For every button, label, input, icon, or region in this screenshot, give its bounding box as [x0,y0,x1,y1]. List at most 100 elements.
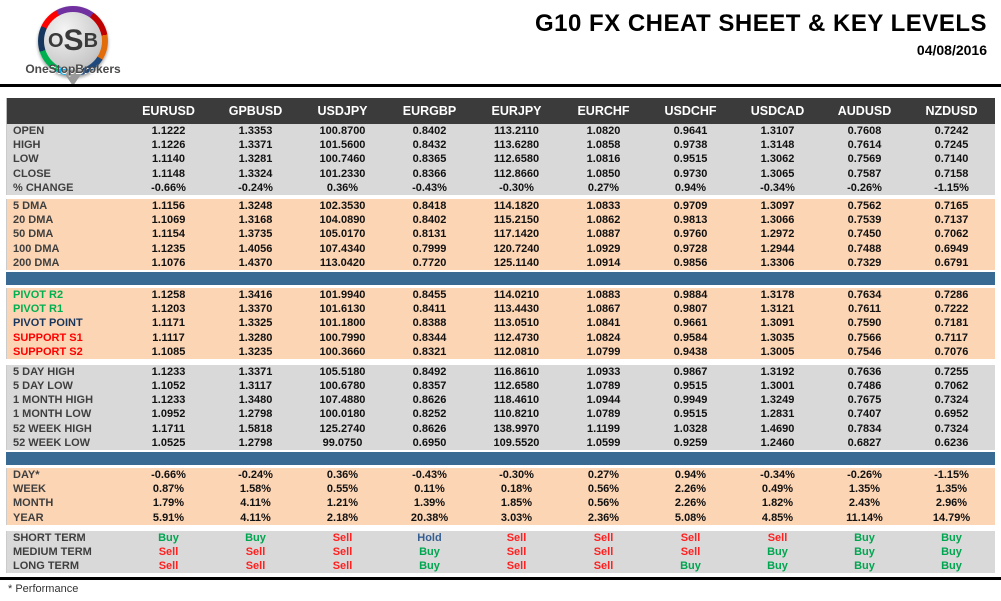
cell: 1.1233 [151,394,186,407]
cell: 1.0867 [586,303,621,316]
cell: 0.8357 [412,380,447,393]
row-label: 5 DAY LOW [13,380,73,393]
cell: 0.7165 [934,200,969,213]
cell: 125.1140 [493,256,540,269]
row-label: HIGH [13,139,41,152]
cell: Buy [854,531,875,544]
cell: Sell [506,531,527,544]
cell: 1.3192 [760,365,795,378]
table-row: WEEK 0.87% 1.58% 0.55% 0.11% 0.18% 0.56% 2.26% 0… [7,482,995,496]
cell: 0.7539 [847,214,882,227]
cell: 0.7324 [934,422,969,435]
cell: 0.56% [587,497,620,510]
row-label: 50 DMA [13,228,54,241]
cell: 0.6949 [934,242,969,255]
cell: 0.8365 [412,153,447,166]
cell: 0.6236 [934,436,969,449]
cell: 0.7140 [934,153,969,166]
cell: 1.0599 [586,436,621,449]
cell: 1.2944 [760,242,795,255]
column-header-eurjpy: EURJPY [491,104,542,118]
table-row: SUPPORT S1 1.1117 1.3280 100.7990 0.8344 112.… [7,330,995,344]
cell: 1.2798 [238,408,273,421]
cell: 1.3091 [760,317,795,330]
cell: 1.2798 [238,436,273,449]
cell: 0.9515 [673,153,708,166]
cell: 0.36% [326,181,359,194]
cell: 116.8610 [493,365,540,378]
cell: 0.9807 [673,303,708,316]
cell: 1.0883 [586,288,621,301]
cell: Buy [419,560,440,573]
cell: Hold [417,531,442,544]
logo-s-letter: S [63,24,84,57]
row-label: 100 DMA [13,242,60,255]
cell: 0.8388 [412,317,447,330]
cell: 0.9515 [673,380,708,393]
cell: 5.91% [152,511,185,524]
cell: 1.2460 [760,436,795,449]
row-label: PIVOT POINT [13,317,83,330]
cell: 1.1140 [151,153,186,166]
cell: 0.94% [674,181,707,194]
table-row: 1 MONTH HIGH 1.1233 1.3480 107.4880 0.8626 11… [7,393,995,407]
cell: -1.15% [934,469,969,482]
cell: 0.8252 [412,408,447,421]
column-header-eurusd: EURUSD [142,104,195,118]
table-row: MONTH 1.79% 4.11% 1.21% 1.39% 1.85% 0.56% 2.26%… [7,496,995,510]
row-label: SHORT TERM [13,531,86,544]
cell: 1.1226 [151,139,186,152]
cell: 0.7566 [847,331,882,344]
cell: 1.3148 [760,139,795,152]
cell: 1.0862 [586,214,621,227]
cell: 101.6130 [319,303,366,316]
cell: 1.35% [848,483,881,496]
cell: 112.0810 [493,345,540,358]
cell: 1.3065 [760,167,795,180]
cell: 1.1076 [151,256,186,269]
cell: 0.8432 [412,139,447,152]
cell: 1.82% [761,497,794,510]
cell: 1.1233 [151,365,186,378]
cell: -0.30% [499,469,534,482]
cell: 1.0850 [586,167,621,180]
cell: 0.7324 [934,394,969,407]
cell: 2.43% [848,497,881,510]
table-row: PIVOT R1 1.1203 1.3370 101.6130 0.8411 113.44… [7,302,995,316]
cell: Sell [332,560,353,573]
row-label: 52 WEEK HIGH [13,422,92,435]
cell: 0.9813 [673,214,708,227]
cell: 0.87% [152,483,185,496]
cell: 113.0420 [319,256,366,269]
cell: 0.8402 [412,214,447,227]
cell: 1.0929 [586,242,621,255]
row-label: 1 MONTH HIGH [13,394,94,407]
column-header-eurgbp: EURGBP [402,104,457,118]
cell: 0.9661 [673,317,708,330]
row-label: LONG TERM [13,560,79,573]
cell: 1.3306 [760,256,795,269]
section-signals: SHORT TERM Buy Buy Sell Hold Sell Sell Sell Sell… [6,530,995,574]
row-label: 1 MONTH LOW [13,408,92,421]
cell: 1.1235 [151,242,186,255]
header-divider [0,84,1001,87]
table-row: SUPPORT S2 1.1085 1.3235 100.3660 0.8321 112.… [7,345,995,359]
cell: 1.1711 [151,422,186,435]
cell: 105.0170 [319,228,366,241]
cell: 0.8344 [412,331,447,344]
cell: 1.3001 [760,380,795,393]
row-label: PIVOT R1 [13,303,64,316]
cell: 0.7181 [934,317,969,330]
cell: -0.24% [238,181,273,194]
cell: 0.6791 [934,256,969,269]
cell: 14.79% [932,511,971,524]
cell: 1.0328 [673,422,708,435]
row-label: DAY* [13,469,40,482]
cell: Buy [680,560,701,573]
cell: 1.1222 [151,125,186,138]
cell: 0.8626 [412,422,447,435]
cell: Buy [419,545,440,558]
cell: 1.0887 [586,228,621,241]
table-row: 52 WEEK HIGH 1.1711 1.5818 125.2740 0.8626 13… [7,422,995,436]
